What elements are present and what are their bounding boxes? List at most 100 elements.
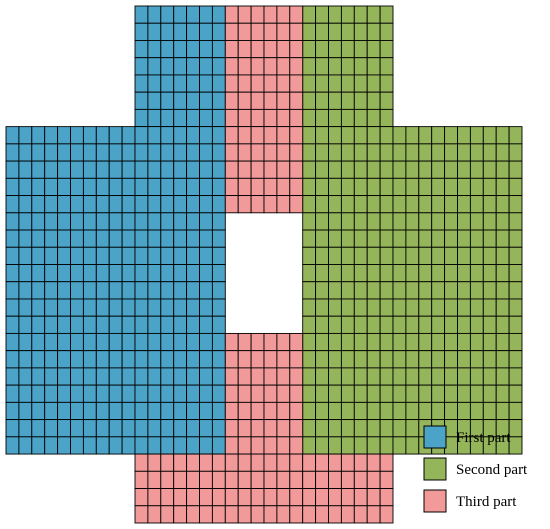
second-cell [353, 22, 368, 41]
second-cell [302, 160, 317, 179]
third-cell [211, 453, 226, 472]
third-cell [289, 488, 304, 507]
first-cell [70, 160, 84, 179]
second-cell [315, 108, 329, 128]
first-cell [173, 298, 188, 317]
second-cell [431, 367, 446, 386]
third-cell [250, 143, 265, 162]
first-cell [211, 298, 226, 317]
third-cell [276, 436, 291, 455]
first-cell [108, 229, 123, 248]
second-cell [366, 298, 381, 317]
first-cell [160, 246, 175, 265]
first-cell [160, 419, 175, 438]
first-cell [160, 126, 175, 145]
second-cell [340, 57, 355, 76]
second-cell [328, 419, 342, 438]
second-cell [340, 436, 355, 455]
first-cell [134, 108, 149, 128]
second-cell [405, 143, 420, 162]
second-cell [444, 126, 458, 145]
first-cell [108, 126, 123, 145]
second-cell [457, 281, 471, 300]
first-cell [31, 143, 46, 162]
second-cell [366, 126, 381, 145]
second-cell [508, 195, 523, 214]
second-cell [353, 401, 368, 421]
first-cell [147, 57, 162, 76]
first-cell [70, 229, 84, 248]
second-cell [405, 436, 420, 455]
first-cell [199, 160, 213, 179]
third-cell [289, 126, 304, 145]
third-cell [224, 177, 239, 197]
second-cell [508, 143, 523, 162]
third-cell [263, 436, 278, 455]
third-cell [211, 470, 226, 489]
second-cell [418, 315, 433, 334]
third-cell [250, 332, 265, 352]
legend-label: First part [456, 430, 511, 446]
third-cell [160, 488, 175, 507]
third-cell [224, 505, 239, 524]
first-cell [70, 367, 84, 386]
first-cell [5, 246, 20, 265]
second-cell [366, 229, 381, 248]
first-cell [82, 332, 97, 352]
second-cell [405, 367, 420, 386]
second-cell [469, 212, 484, 231]
second-cell [353, 91, 368, 110]
second-cell [482, 212, 497, 231]
second-cell [366, 367, 381, 386]
second-cell [482, 160, 497, 179]
first-cell [44, 332, 59, 352]
second-cell [418, 229, 433, 248]
second-cell [469, 384, 484, 403]
second-cell [482, 177, 497, 197]
second-cell [328, 212, 342, 231]
first-cell [121, 367, 136, 386]
third-cell [237, 40, 252, 59]
second-cell [444, 315, 458, 334]
second-cell [495, 143, 510, 162]
first-cell [173, 143, 188, 162]
first-cell [44, 126, 59, 145]
first-cell [173, 401, 188, 421]
first-cell [186, 332, 200, 352]
third-cell [276, 126, 291, 145]
first-cell [147, 401, 162, 421]
third-cell [224, 57, 239, 76]
second-cell [353, 332, 368, 352]
first-cell [147, 419, 162, 438]
second-cell [328, 195, 342, 214]
first-cell [199, 195, 213, 214]
first-cell [173, 195, 188, 214]
second-cell [482, 332, 497, 352]
second-cell [302, 419, 317, 438]
first-cell [147, 298, 162, 317]
second-cell [353, 195, 368, 214]
second-cell [405, 384, 420, 403]
second-cell [431, 384, 446, 403]
first-cell [173, 74, 188, 93]
first-cell [147, 367, 162, 386]
second-cell [392, 350, 407, 369]
third-cell [315, 505, 329, 524]
first-cell [18, 264, 33, 283]
second-cell [444, 264, 458, 283]
second-cell [495, 264, 510, 283]
second-cell [431, 195, 446, 214]
second-cell [302, 5, 317, 24]
first-cell [18, 419, 33, 438]
second-cell [405, 350, 420, 369]
first-cell [70, 212, 84, 231]
first-cell [31, 212, 46, 231]
second-cell [353, 350, 368, 369]
second-cell [457, 212, 471, 231]
second-cell [457, 315, 471, 334]
second-cell [328, 298, 342, 317]
second-cell [495, 315, 510, 334]
first-cell [31, 332, 46, 352]
second-cell [302, 195, 317, 214]
